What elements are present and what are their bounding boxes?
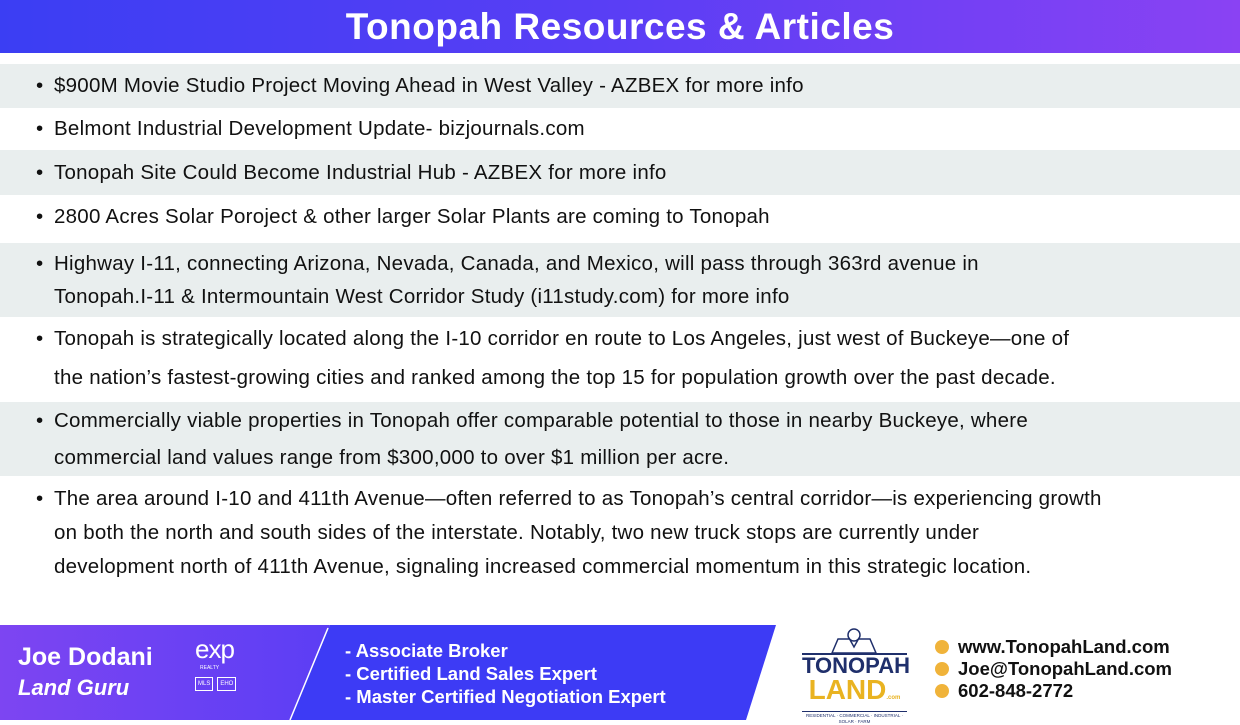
article-line: Tonopah is strategically located along t… (54, 326, 1070, 350)
article-item[interactable]: • The area around I-10 and 411th Avenue—o… (0, 476, 1240, 590)
article-line-wrap: • Tonopah is strategically located along … (36, 319, 1240, 358)
credential: - Master Certified Negotiation Expert (345, 686, 666, 707)
article-item[interactable]: • Commercially viable properties in Tonop… (0, 402, 1240, 476)
exp-logo-sub: REALTY (200, 665, 220, 671)
agent-name: Joe Dodani (18, 643, 153, 671)
article-line: 2800 Acres Solar Poroject & other larger… (54, 205, 770, 228)
header-banner: Tonopah Resources & Articles (0, 0, 1240, 53)
article-item[interactable]: • $900M Movie Studio Project Moving Ahead… (0, 64, 1240, 108)
agent-title: Land Guru (18, 675, 130, 700)
credentials-list: - Associate Broker - Certified Land Sale… (345, 639, 666, 708)
logo-suffix: .com (886, 695, 901, 701)
article-line-wrap: • Tonopah Site Could Become Industrial Hu… (36, 150, 1240, 195)
article-item[interactable]: • Tonopah Site Could Become Industrial Hu… (0, 150, 1240, 195)
article-line: Highway I-11, connecting Arizona, Nevada… (54, 252, 979, 275)
contact-phone: 602-848-2772 (935, 680, 1172, 702)
article-line-wrap: Tonopah.I-11 & Intermountain West Corrid… (36, 280, 1240, 313)
contact-email: Joe@TonopahLand.com (935, 658, 1172, 680)
logo-tagline: RESIDENTIAL · COMMERCIAL · INDUSTRIAL · … (802, 711, 907, 725)
article-line: Belmont Industrial Development Update- b… (54, 117, 585, 140)
article-line: the nation’s fastest-growing cities and … (54, 365, 1056, 389)
mail-icon (935, 684, 949, 698)
article-line-wrap: the nation’s fastest-growing cities and … (36, 358, 1240, 397)
website-link[interactable]: www.TonopahLand.com (958, 636, 1170, 657)
bullet-icon: • (36, 74, 44, 97)
map-pin-icon (830, 628, 878, 654)
article-line-wrap: commercial land values range from $300,0… (36, 439, 1240, 476)
footer (0, 625, 1240, 720)
phone-link[interactable]: 602-848-2772 (958, 680, 1074, 701)
article-line: The area around I-10 and 411th Avenue—of… (54, 487, 1102, 510)
article-item[interactable]: • Tonopah is strategically located along … (0, 317, 1240, 398)
article-line-wrap: • $900M Movie Studio Project Moving Ahead… (36, 64, 1240, 108)
article-line-wrap: on both the north and south sides of the… (36, 516, 1240, 550)
bullet-icon: • (36, 252, 44, 275)
article-item[interactable]: • 2800 Acres Solar Poroject & other large… (0, 195, 1240, 238)
exp-logo: exp (195, 634, 235, 664)
logo-top-text: TONOPAH (802, 653, 910, 678)
logo-bottom-text: LAND (808, 674, 887, 705)
bullet-icon: • (36, 326, 44, 350)
mls-icon: MLS (195, 677, 214, 691)
bullet-icon: • (36, 117, 44, 140)
article-line-wrap: • 2800 Acres Solar Poroject & other large… (36, 195, 1240, 238)
contact-website: www.TonopahLand.com (935, 636, 1172, 658)
email-link[interactable]: Joe@TonopahLand.com (958, 658, 1173, 679)
footer-background (0, 625, 776, 720)
bullet-icon: • (36, 205, 44, 228)
globe-icon (935, 662, 949, 676)
bullet-icon: • (36, 487, 44, 510)
bullet-icon: • (36, 161, 44, 184)
article-line: on both the north and south sides of the… (54, 521, 980, 544)
article-line: development north of 411th Avenue, signa… (54, 555, 1032, 578)
article-line-wrap: development north of 411th Avenue, signa… (36, 550, 1240, 584)
phone-icon (935, 640, 949, 654)
bullet-icon: • (36, 409, 44, 432)
contact-list: www.TonopahLand.com Joe@TonopahLand.com … (935, 636, 1172, 702)
equal-housing-icon: EHO (217, 677, 237, 691)
article-line: Tonopah.I-11 & Intermountain West Corrid… (54, 285, 790, 308)
article-line: $900M Movie Studio Project Moving Ahead … (54, 74, 804, 97)
badges: MLS EHO (195, 677, 237, 691)
credential: - Certified Land Sales Expert (345, 663, 597, 684)
article-line-wrap: • Highway I-11, connecting Arizona, Nevad… (36, 247, 1240, 280)
article-line-wrap: • Commercially viable properties in Tonop… (36, 402, 1240, 439)
article-line: Commercially viable properties in Tonopa… (54, 409, 1028, 432)
credential: - Associate Broker (345, 640, 508, 661)
article-item[interactable]: • Highway I-11, connecting Arizona, Nevad… (0, 243, 1240, 317)
article-line: commercial land values range from $300,0… (54, 446, 730, 469)
article-line: Tonopah Site Could Become Industrial Hub… (54, 161, 667, 184)
article-line-wrap: • The area around I-10 and 411th Avenue—o… (36, 482, 1240, 516)
article-item[interactable]: • Belmont Industrial Development Update- … (0, 108, 1240, 150)
page-title: Tonopah Resources & Articles (345, 5, 895, 47)
tonopah-land-logo: TONOPAH LAND.com RESIDENTIAL · COMMERCIA… (802, 625, 910, 724)
article-line-wrap: • Belmont Industrial Development Update- … (36, 108, 1240, 150)
